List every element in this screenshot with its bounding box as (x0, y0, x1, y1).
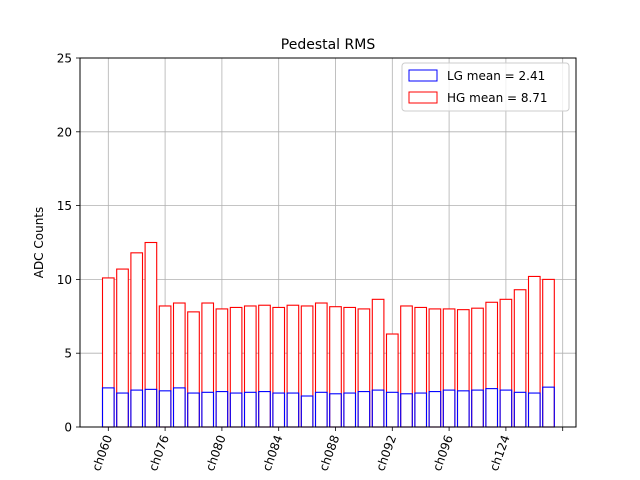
x-tick-label: ch084 (260, 433, 286, 473)
lg-bar (314, 391, 328, 428)
y-tick-label: 0 (64, 421, 72, 435)
legend-swatch-lg (408, 69, 438, 82)
plot-frame (79, 57, 577, 428)
lg-bar (513, 391, 527, 428)
lg-bar (286, 392, 300, 428)
legend: LG mean = 2.41 HG mean = 8.71 (401, 62, 570, 112)
x-tick-label: ch076 (146, 433, 172, 473)
y-tick-label: 5 (64, 347, 72, 361)
chart-title: Pedestal RMS (281, 37, 376, 53)
lg-bar (158, 390, 172, 428)
lg-bar (385, 391, 399, 428)
lg-bar (272, 392, 286, 428)
lg-bar (442, 389, 456, 428)
x-tick-label: ch124 (487, 433, 513, 473)
x-tick-label: ch088 (316, 433, 342, 473)
lg-bar (527, 392, 541, 428)
y-axis-label: ADC Counts (32, 207, 46, 279)
lg-bar (300, 395, 314, 428)
lg-bar (258, 391, 271, 428)
y-tick-label: 10 (57, 273, 72, 287)
x-tick-label: ch080 (203, 433, 229, 473)
y-tick-label: 25 (57, 52, 72, 66)
lg-bar (172, 387, 186, 428)
bars-layer (101, 241, 555, 428)
lg-bar (414, 392, 428, 428)
lg-bar (130, 389, 144, 428)
lg-bar (201, 391, 215, 428)
lg-bar (485, 388, 499, 428)
x-tick-label: ch092 (373, 433, 399, 473)
lg-bar (542, 386, 555, 428)
legend-label-hg: HG mean = 8.71 (447, 91, 548, 105)
lg-bar (343, 392, 357, 428)
lg-bar (229, 392, 243, 428)
lg-bar (499, 389, 513, 428)
lg-bar (371, 389, 385, 428)
x-tick-label: ch060 (89, 433, 115, 473)
x-tick-label: ch096 (430, 433, 456, 473)
y-tick-label: 15 (57, 199, 72, 213)
lg-bar (116, 392, 129, 428)
lg-bar (243, 391, 257, 428)
y-tick-label: 20 (57, 125, 72, 139)
lg-bar (144, 388, 158, 428)
lg-bar (357, 391, 371, 428)
lg-bar (329, 393, 342, 428)
legend-label-lg: LG mean = 2.41 (447, 69, 545, 83)
lg-bar (101, 387, 115, 428)
legend-box (401, 62, 570, 112)
lg-bar (471, 389, 484, 428)
legend-swatch-hg (408, 91, 438, 104)
lg-bar (215, 391, 229, 428)
lg-bar (428, 391, 442, 428)
lg-bar (187, 392, 200, 428)
lg-bar (400, 393, 413, 428)
lg-bar (456, 390, 470, 428)
